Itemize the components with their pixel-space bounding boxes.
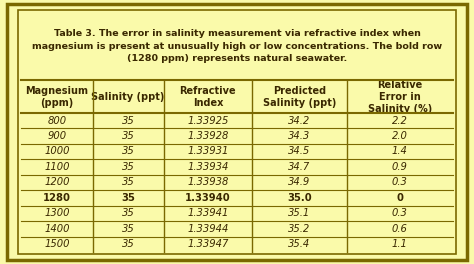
Text: 1.33931: 1.33931 xyxy=(187,147,228,157)
Text: 1300: 1300 xyxy=(44,208,70,218)
Text: 34.3: 34.3 xyxy=(288,131,310,141)
Text: 1.33925: 1.33925 xyxy=(187,116,228,125)
Text: Refractive
Index: Refractive Index xyxy=(180,86,236,107)
Text: 1.33947: 1.33947 xyxy=(187,239,228,249)
Text: 34.2: 34.2 xyxy=(288,116,310,125)
Text: 1.33940: 1.33940 xyxy=(185,193,231,203)
Text: Salinity (ppt): Salinity (ppt) xyxy=(91,92,165,102)
Text: Magnesium
(ppm): Magnesium (ppm) xyxy=(26,86,89,107)
Text: Predicted
Salinity (ppt): Predicted Salinity (ppt) xyxy=(263,86,336,107)
Text: 0: 0 xyxy=(396,193,403,203)
Text: 35: 35 xyxy=(122,116,135,125)
Text: 1.1: 1.1 xyxy=(392,239,408,249)
Text: 34.7: 34.7 xyxy=(288,162,310,172)
Text: Relative
Error in
Salinity (%): Relative Error in Salinity (%) xyxy=(368,79,432,114)
Text: 35: 35 xyxy=(122,177,135,187)
Text: 1.33928: 1.33928 xyxy=(187,131,228,141)
Text: 900: 900 xyxy=(47,131,66,141)
Text: 1500: 1500 xyxy=(44,239,70,249)
Text: 1100: 1100 xyxy=(44,162,70,172)
Text: 1.33944: 1.33944 xyxy=(187,224,228,234)
Text: 1.33934: 1.33934 xyxy=(187,162,228,172)
Text: 35.1: 35.1 xyxy=(288,208,310,218)
Text: 1000: 1000 xyxy=(44,147,70,157)
Text: 1200: 1200 xyxy=(44,177,70,187)
Text: 35: 35 xyxy=(122,208,135,218)
Text: 2.2: 2.2 xyxy=(392,116,408,125)
Text: Table 3. The error in salinity measurement via refractive index when
magnesium i: Table 3. The error in salinity measureme… xyxy=(32,30,442,63)
Text: 1280: 1280 xyxy=(43,193,71,203)
Text: 1.4: 1.4 xyxy=(392,147,408,157)
Text: 35.0: 35.0 xyxy=(287,193,312,203)
Text: 34.5: 34.5 xyxy=(288,147,310,157)
Text: 2.0: 2.0 xyxy=(392,131,408,141)
Text: 34.9: 34.9 xyxy=(288,177,310,187)
Text: 0.3: 0.3 xyxy=(392,208,408,218)
Text: 0.3: 0.3 xyxy=(392,177,408,187)
Text: 35: 35 xyxy=(122,131,135,141)
Text: 1.33941: 1.33941 xyxy=(187,208,228,218)
Text: 1400: 1400 xyxy=(44,224,70,234)
Text: 1.33938: 1.33938 xyxy=(187,177,228,187)
Text: 35: 35 xyxy=(122,162,135,172)
Text: 0.6: 0.6 xyxy=(392,224,408,234)
Text: 0.9: 0.9 xyxy=(392,162,408,172)
Text: 35: 35 xyxy=(122,224,135,234)
Text: 35: 35 xyxy=(122,239,135,249)
Text: 800: 800 xyxy=(47,116,66,125)
Text: 35: 35 xyxy=(122,147,135,157)
Text: 35.2: 35.2 xyxy=(288,224,310,234)
Text: 35: 35 xyxy=(121,193,135,203)
Text: 35.4: 35.4 xyxy=(288,239,310,249)
